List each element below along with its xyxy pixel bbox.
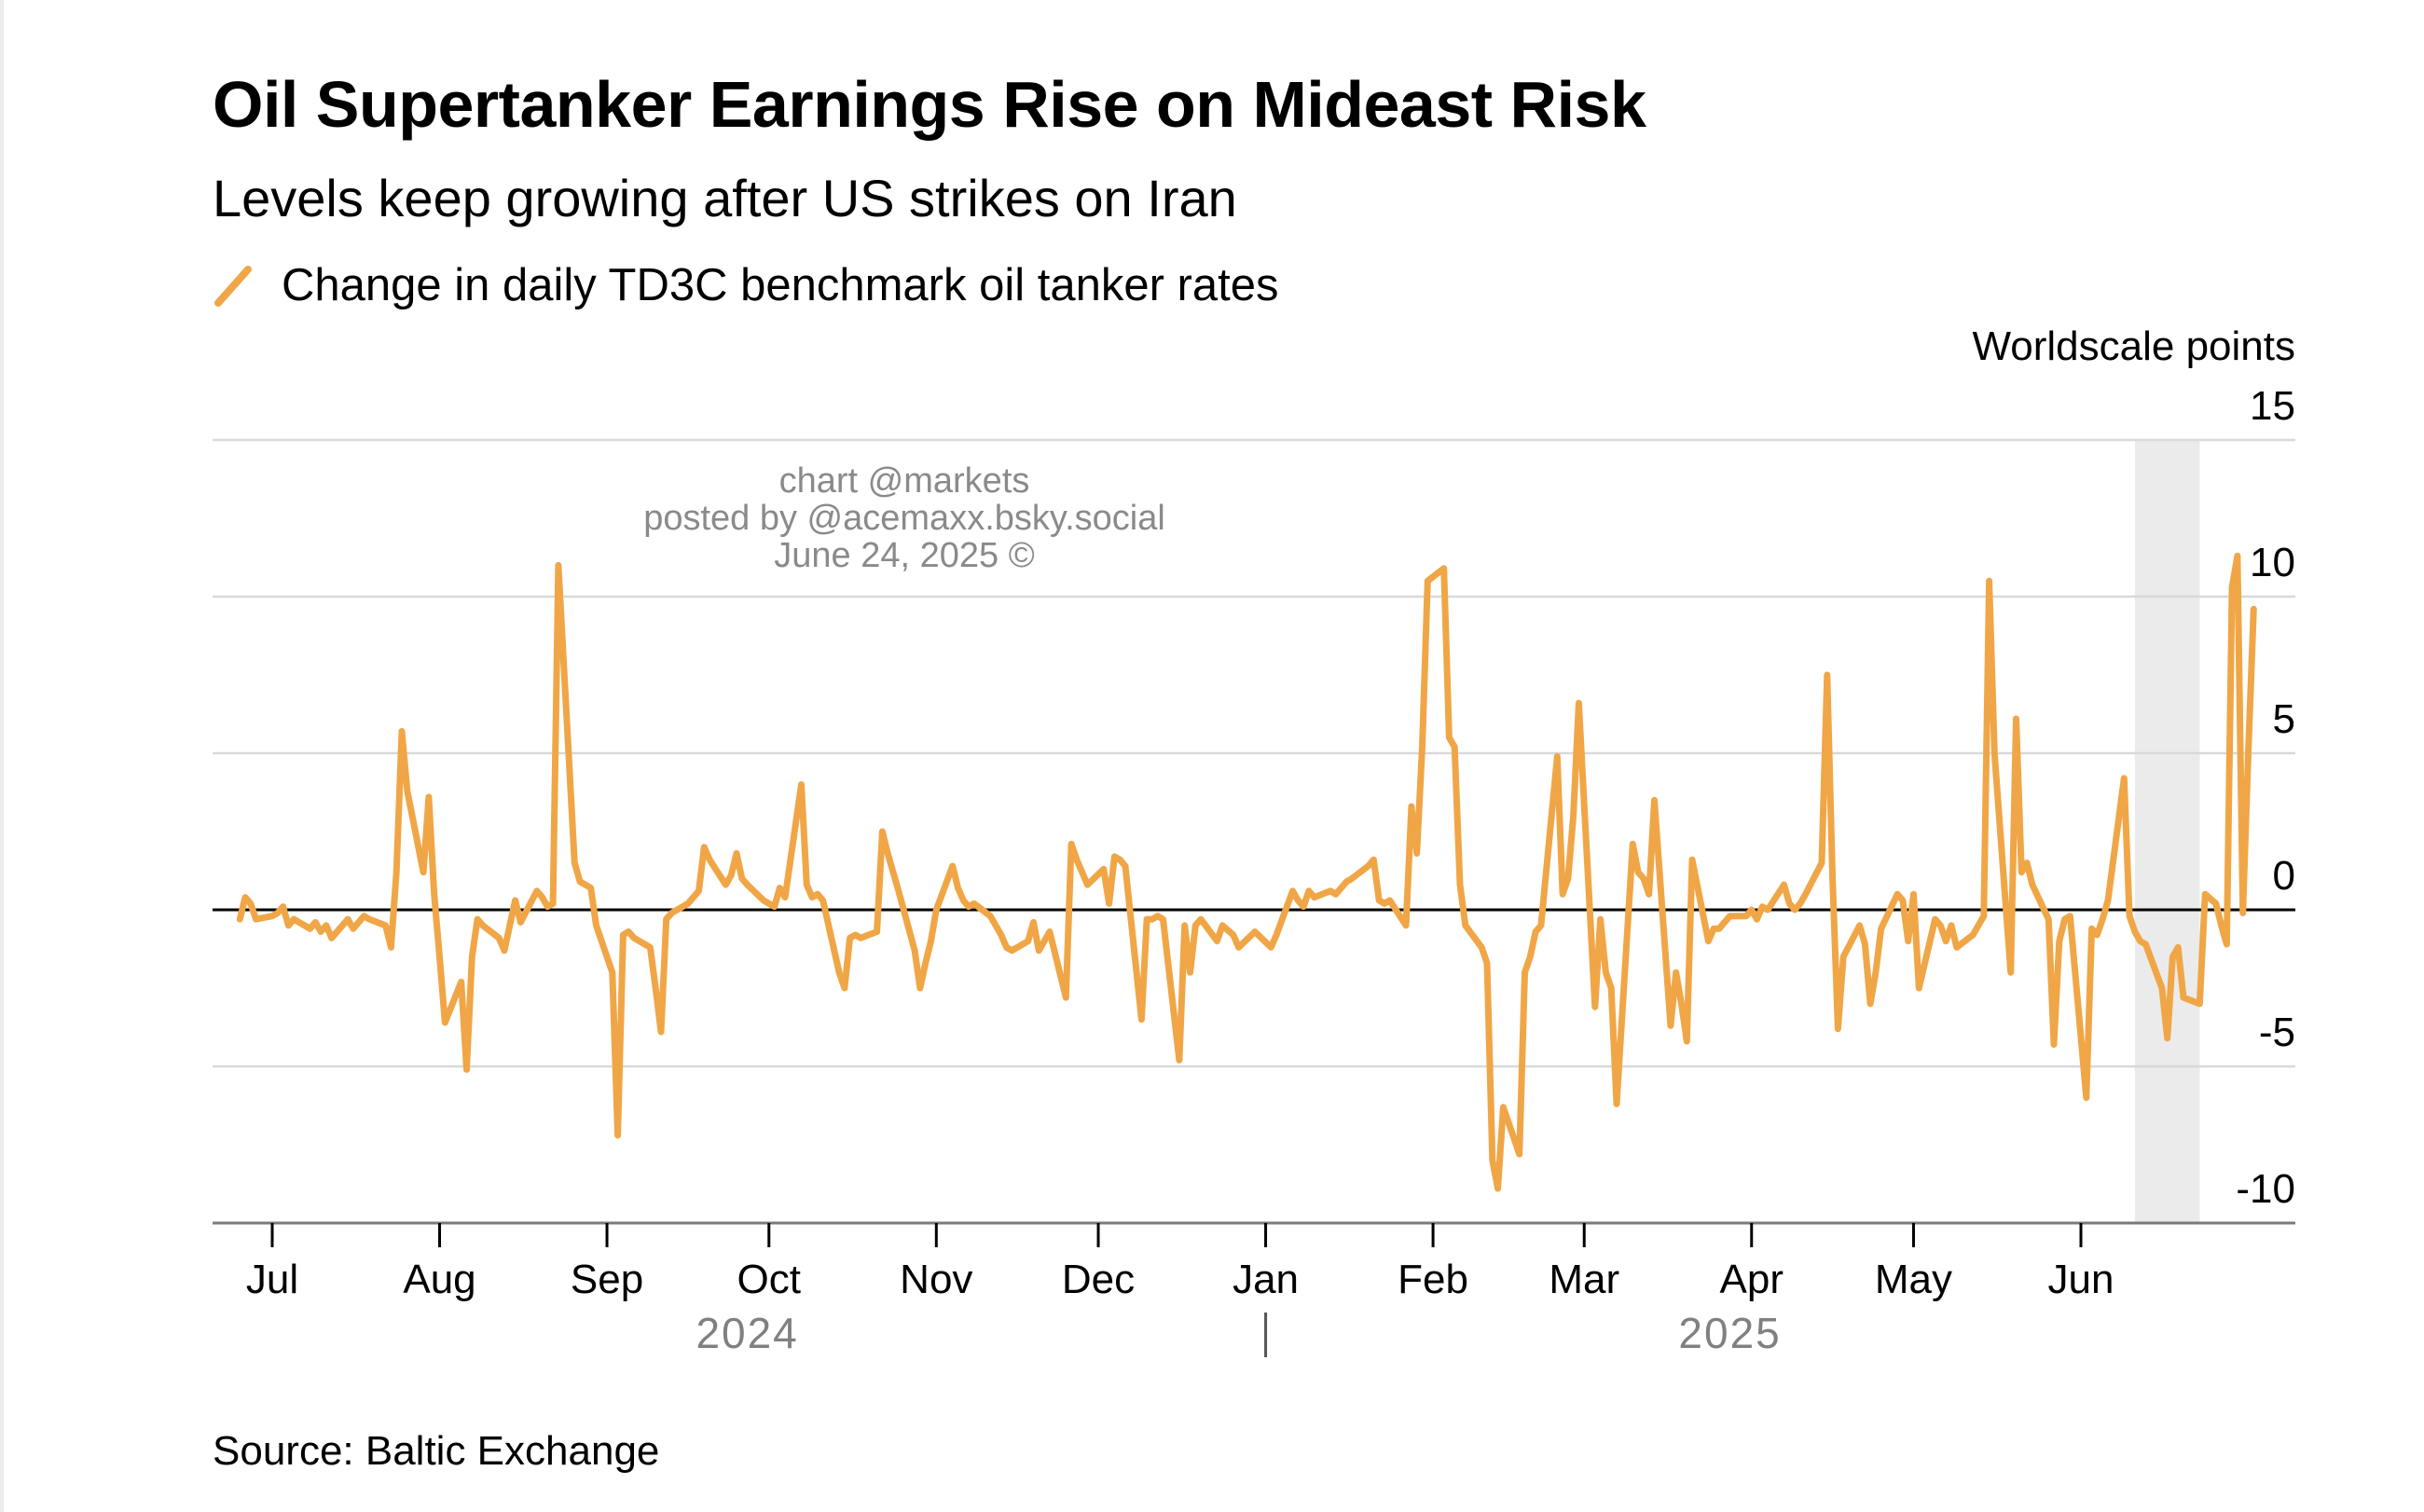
x-tick-label: Feb <box>1398 1257 1468 1302</box>
x-tick-label: Oct <box>737 1257 801 1302</box>
watermark-line: posted by @acemaxx.bsky.social <box>643 499 1165 538</box>
y-tick-label: -10 <box>2236 1166 2295 1212</box>
x-tick-label: Mar <box>1549 1257 1619 1302</box>
x-tick-label: Apr <box>1720 1257 1784 1302</box>
y-axis-label: Worldscale points <box>1973 323 2295 369</box>
y-tick-label: -5 <box>2259 1010 2295 1055</box>
chart-subtitle: Levels keep growing after US strikes on … <box>213 169 1237 227</box>
legend-swatch-icon <box>214 266 252 307</box>
watermark-line: June 24, 2025 © <box>774 536 1034 575</box>
y-tick-label: 10 <box>2250 540 2295 585</box>
series-line <box>236 552 2257 1192</box>
x-tick-label: Aug <box>403 1257 475 1302</box>
x-tick-label: Nov <box>900 1257 972 1302</box>
x-tick-label: May <box>1875 1257 1952 1302</box>
watermark-line: chart @markets <box>779 461 1030 501</box>
x-tick-label: Jun <box>2048 1257 2114 1302</box>
y-tick-label: 0 <box>2273 853 2295 899</box>
x-tick-label: Jan <box>1233 1257 1299 1302</box>
frame-edge <box>0 0 4 1512</box>
legend-label: Change in daily TD3C benchmark oil tanke… <box>282 260 1279 310</box>
year-label: 2025 <box>1678 1309 1781 1357</box>
y-tick-label: 15 <box>2250 383 2295 429</box>
x-tick-label: Dec <box>1062 1257 1135 1302</box>
source-note: Source: Baltic Exchange <box>213 1428 660 1474</box>
y-tick-label: 5 <box>2273 696 2295 742</box>
chart-title: Oil Supertanker Earnings Rise on Mideast… <box>213 68 1646 141</box>
x-tick-label: Jul <box>246 1257 298 1302</box>
year-label: 2024 <box>696 1309 798 1357</box>
x-tick-label: Sep <box>571 1257 643 1302</box>
legend: Change in daily TD3C benchmark oil tanke… <box>213 259 1278 311</box>
shaded-region <box>2134 440 2200 1223</box>
